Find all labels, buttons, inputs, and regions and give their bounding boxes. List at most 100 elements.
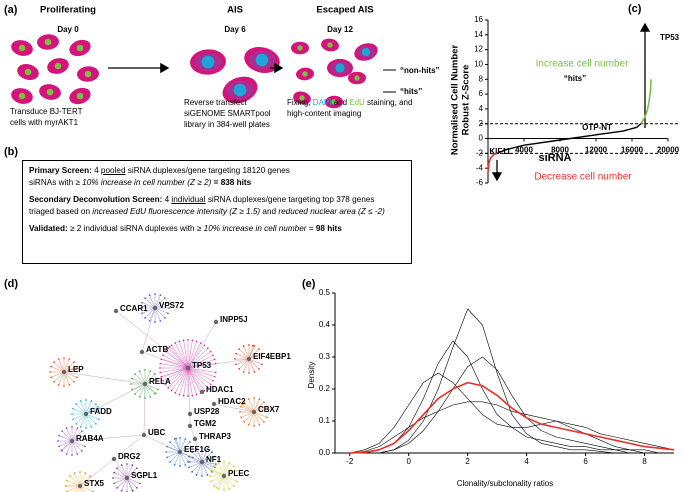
edge [126, 467, 138, 479]
edge [243, 358, 250, 373]
edge [63, 371, 146, 385]
leaf [235, 352, 237, 355]
node [187, 411, 193, 417]
edge [144, 378, 159, 385]
y-tick-label: 6 [479, 89, 484, 98]
leaf [58, 434, 60, 437]
nucleus [18, 92, 26, 100]
edge [201, 461, 216, 468]
nucleus [302, 71, 308, 77]
leaf [187, 395, 189, 397]
edge [175, 438, 181, 453]
leaf [178, 340, 181, 343]
node [69, 438, 75, 444]
leaf [238, 367, 241, 370]
edge [144, 383, 159, 390]
leaf [242, 371, 245, 373]
edge [243, 345, 250, 360]
node-label: PLEC [228, 469, 250, 478]
edge [63, 371, 75, 383]
leaf [167, 347, 170, 350]
edge [243, 401, 255, 413]
leaf [96, 405, 99, 408]
leaf [80, 449, 83, 452]
y-tick-label: 12 [474, 45, 483, 54]
edge [134, 373, 146, 385]
nucleus [255, 53, 269, 67]
y-tick-label: 0.4 [319, 320, 331, 329]
edge [162, 367, 189, 381]
nonhits-label: “non-hits” [400, 66, 440, 75]
edge [223, 465, 235, 477]
edge [179, 451, 191, 463]
leaf [209, 383, 212, 386]
leaf [243, 420, 246, 423]
node [199, 389, 205, 395]
leaf [179, 465, 181, 467]
leaf [261, 363, 263, 366]
edge [79, 485, 83, 492]
edge [126, 464, 133, 479]
leaf [212, 354, 214, 357]
edge [187, 359, 215, 369]
leaf [116, 486, 119, 489]
leaf [84, 434, 86, 437]
leaf [120, 490, 123, 492]
edge [154, 307, 166, 319]
text-run: 98 hits [315, 224, 342, 233]
leaf [191, 451, 194, 454]
leaf [257, 348, 260, 351]
leaf [242, 345, 245, 347]
edge [166, 446, 181, 453]
text-line: Secondary Deconvolution Screen: 4 indivi… [29, 194, 405, 206]
edge [179, 438, 186, 453]
edge [61, 430, 73, 442]
edge [194, 438, 203, 463]
leaf [214, 463, 217, 465]
leaf [248, 344, 250, 346]
leaf [213, 375, 216, 378]
leaf [247, 424, 250, 426]
leaf [90, 400, 93, 402]
leaf [148, 320, 151, 322]
leaf [50, 376, 52, 379]
leaf [75, 403, 78, 406]
leaf [195, 340, 198, 343]
x-tick-label: 2 [465, 457, 470, 466]
edge [253, 411, 265, 423]
leaf [257, 367, 260, 370]
leaf [266, 405, 268, 408]
leaf [243, 401, 246, 404]
annotation: Increase cell number [536, 59, 629, 70]
leaf [234, 358, 236, 360]
leaf [178, 393, 181, 396]
text-run: increased EdU fluorescence intensity (Z … [92, 206, 261, 216]
edge [85, 406, 98, 415]
edge [116, 477, 128, 489]
edge [71, 434, 145, 442]
leaf [262, 420, 265, 423]
edge [196, 448, 203, 463]
leaf [262, 401, 265, 404]
caption-part: staining, and [365, 98, 413, 107]
leaf [126, 463, 128, 465]
edge [143, 434, 181, 453]
leaf [182, 339, 185, 342]
hits-label: “hits” [400, 87, 422, 96]
nucleus [24, 68, 32, 76]
leaf [212, 379, 214, 382]
edge [85, 383, 146, 415]
edge [196, 461, 203, 476]
edge [134, 383, 146, 395]
leaf [203, 344, 206, 347]
leaf [236, 469, 238, 472]
edge [85, 413, 100, 420]
text-run: and [260, 206, 279, 216]
leaf [195, 474, 198, 476]
leaf [57, 358, 60, 360]
leaf [131, 377, 133, 380]
leaf [75, 422, 78, 425]
edge [74, 472, 81, 487]
